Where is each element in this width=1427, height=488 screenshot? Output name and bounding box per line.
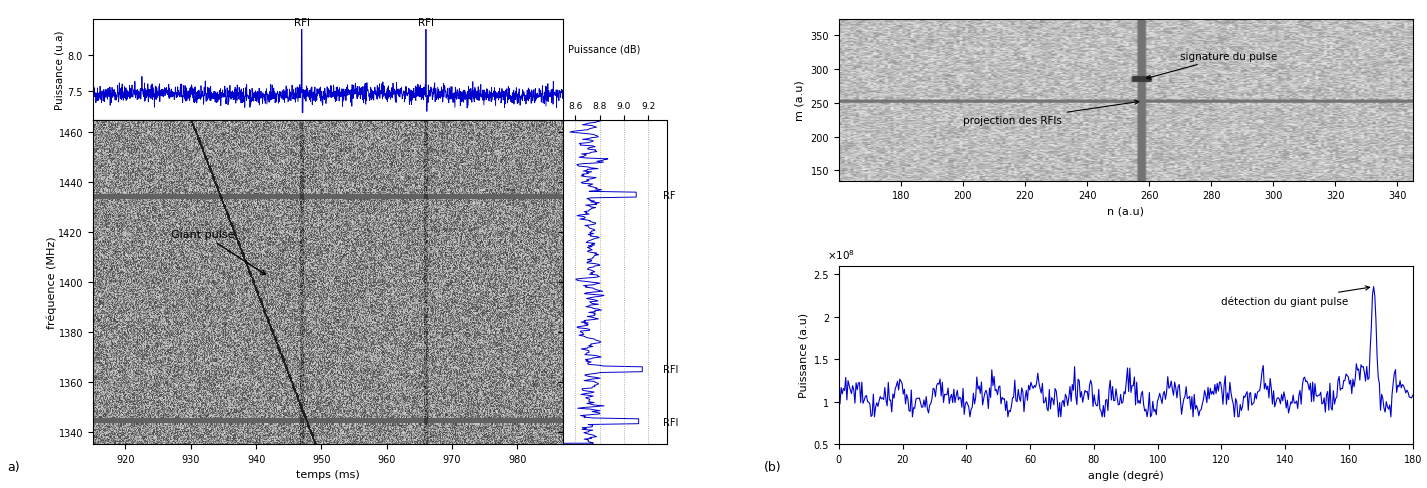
X-axis label: angle (degré): angle (degré) <box>1087 469 1163 480</box>
Text: Puissance (dB): Puissance (dB) <box>568 45 641 55</box>
Text: RFI: RFI <box>418 18 434 28</box>
Y-axis label: Puissance (a.u): Puissance (a.u) <box>798 313 808 398</box>
Text: $\times 10^8$: $\times 10^8$ <box>828 247 855 261</box>
Text: a): a) <box>7 460 20 473</box>
Text: RF: RF <box>664 190 675 200</box>
Y-axis label: Puissance (u.a): Puissance (u.a) <box>54 30 64 110</box>
Text: RFI: RFI <box>294 18 310 28</box>
Text: projection des RFIs: projection des RFIs <box>963 101 1139 126</box>
Text: signature du pulse: signature du pulse <box>1147 52 1277 80</box>
Text: détection du giant pulse: détection du giant pulse <box>1222 286 1370 306</box>
Text: RFI: RFI <box>664 365 678 374</box>
Text: (b): (b) <box>763 460 781 473</box>
Y-axis label: m (a.u): m (a.u) <box>795 80 805 121</box>
Text: Giant pulse: Giant pulse <box>171 229 265 275</box>
X-axis label: temps (ms): temps (ms) <box>295 469 360 479</box>
X-axis label: n (a.u): n (a.u) <box>1107 206 1144 217</box>
Y-axis label: fréquence (MHz): fréquence (MHz) <box>47 236 57 328</box>
Text: RFI: RFI <box>664 417 678 427</box>
